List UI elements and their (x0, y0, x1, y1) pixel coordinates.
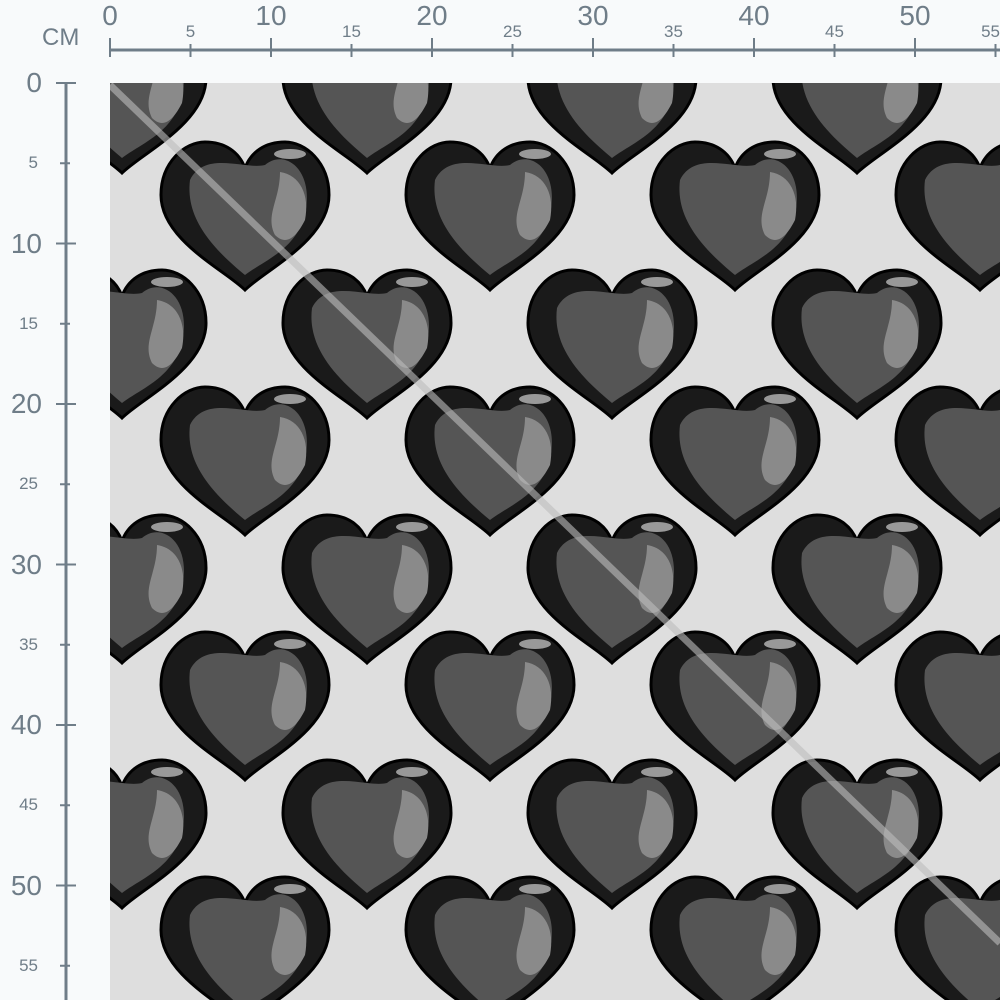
ruler-tick-label: 35 (664, 22, 683, 41)
ruler-tick-label: 55 (19, 955, 38, 975)
ruler-tick-label: 55 (981, 22, 1000, 41)
ruler-tick-label: 40 (738, 0, 770, 31)
heart-pattern-fill (110, 83, 1000, 1000)
vertical-ruler: 0 5 10 15 20 25 30 35 40 45 50 55 (0, 0, 100, 1000)
ruler-tick-label: 15 (19, 313, 38, 333)
ruler-scale (56, 82, 76, 1000)
heart-pattern (110, 83, 1000, 1000)
ruler-tick-label: 10 (10, 227, 42, 259)
ruler-tick-label: 35 (19, 634, 38, 654)
fabric-pattern-preview (110, 83, 1000, 1000)
ruler-tick-label: 40 (10, 709, 42, 740)
ruler-tick-label: 50 (10, 869, 42, 901)
ruler-tick-label: 20 (10, 388, 42, 419)
ruler-tick-label: 30 (10, 548, 42, 580)
ruler-scale (109, 38, 1000, 57)
ruler-tick-label: 45 (19, 795, 38, 815)
ruler-tick-label: 25 (503, 22, 522, 41)
ruler-tick-label: 15 (342, 22, 361, 41)
ruler-tick-label: 10 (255, 0, 287, 31)
ruler-tick-label: 20 (416, 0, 448, 31)
ruler-tick-label: 5 (28, 153, 38, 173)
ruler-tick-label: 45 (825, 22, 844, 41)
ruler-tick-label: 0 (102, 0, 118, 31)
ruler-tick-label: 50 (899, 0, 931, 31)
ruler-unit-label: CM (42, 24, 80, 51)
ruler-tick-label: 5 (185, 22, 196, 41)
ruler-tick-label: 30 (577, 0, 609, 31)
diagonal-sheen (110, 83, 1000, 946)
ruler-tick-label: 0 (26, 67, 42, 98)
horizontal-ruler: CM 0 5 10 15 20 25 30 35 40 45 50 55 (0, 0, 1000, 70)
ruler-tick-label: 25 (19, 474, 38, 494)
